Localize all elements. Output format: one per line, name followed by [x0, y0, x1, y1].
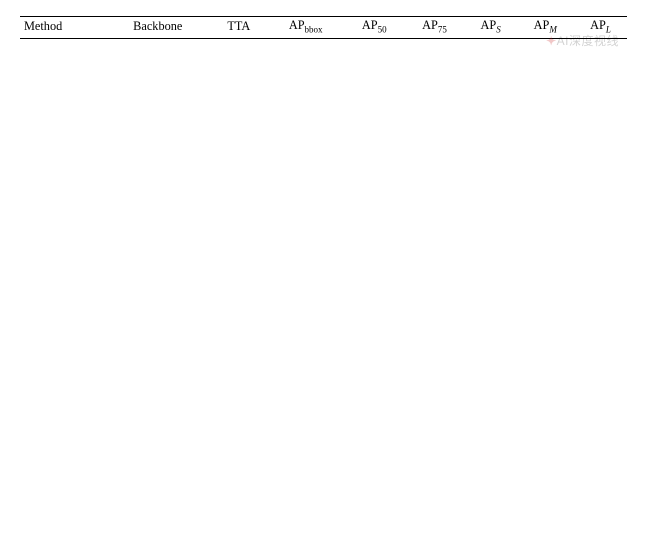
col-backbone: Backbone	[105, 17, 210, 39]
col-method: Method	[20, 17, 105, 39]
col-ap50: AP50	[344, 17, 404, 39]
col-aps: APS	[465, 17, 517, 39]
col-apm: APM	[517, 17, 574, 39]
results-table: Method Backbone TTA APbbox AP50 AP75 APS…	[20, 16, 627, 39]
col-tta: TTA	[210, 17, 267, 39]
col-apbbox: APbbox	[267, 17, 344, 39]
col-ap75: AP75	[404, 17, 464, 39]
header-row: Method Backbone TTA APbbox AP50 AP75 APS…	[20, 17, 627, 39]
col-apl: APL	[574, 17, 627, 39]
